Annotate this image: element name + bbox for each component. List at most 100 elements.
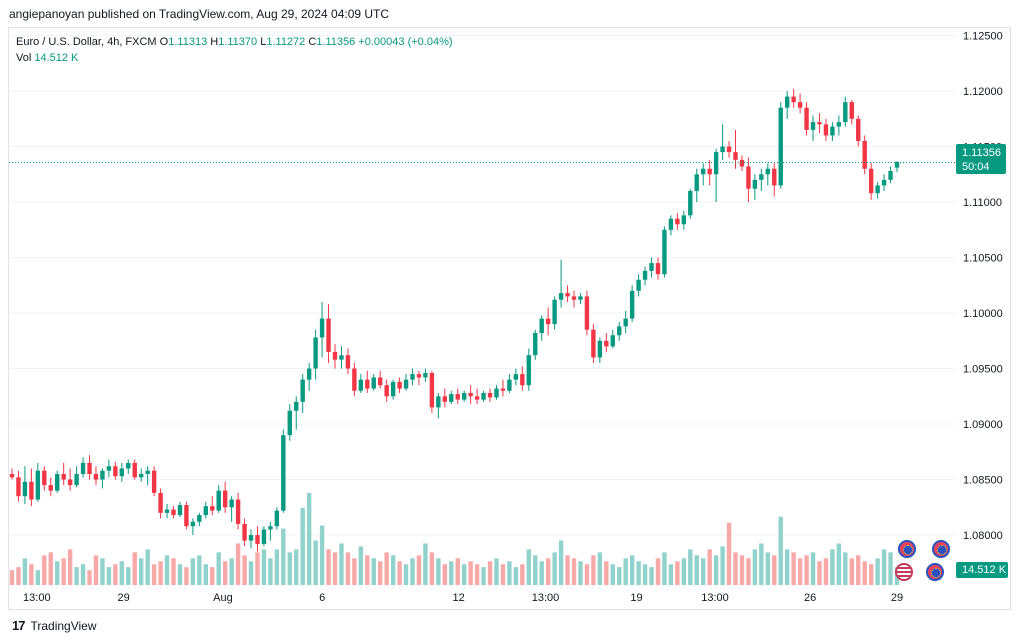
- eu-flag-icon[interactable]: [926, 563, 944, 581]
- candle-body[interactable]: [513, 374, 519, 380]
- candle-body[interactable]: [332, 351, 338, 360]
- eu-flag-icon[interactable]: [898, 540, 916, 558]
- candle-body[interactable]: [584, 296, 590, 330]
- candle-body[interactable]: [145, 470, 150, 474]
- candle-body[interactable]: [681, 215, 687, 225]
- candle-body[interactable]: [126, 462, 131, 469]
- candle-body[interactable]: [100, 470, 105, 480]
- candle-body[interactable]: [507, 379, 512, 391]
- candle-body[interactable]: [184, 505, 189, 527]
- candle-body[interactable]: [281, 435, 286, 511]
- candle-body[interactable]: [552, 299, 557, 325]
- candle-body[interactable]: [449, 394, 454, 402]
- candle-body[interactable]: [87, 462, 92, 474]
- candle-body[interactable]: [222, 490, 228, 508]
- candle-body[interactable]: [29, 481, 34, 500]
- candle-body[interactable]: [823, 124, 829, 136]
- candle-body[interactable]: [203, 506, 208, 516]
- candle-body[interactable]: [610, 335, 615, 347]
- candle-body[interactable]: [9, 474, 15, 478]
- tv-logo-icon[interactable]: 17: [12, 618, 26, 633]
- candle-body[interactable]: [642, 270, 648, 280]
- candle-body[interactable]: [61, 474, 66, 480]
- candle-body[interactable]: [390, 381, 396, 397]
- candle-body[interactable]: [765, 168, 771, 175]
- candle-body[interactable]: [55, 474, 60, 491]
- candle-body[interactable]: [261, 529, 267, 544]
- candle-body[interactable]: [339, 355, 344, 360]
- candle-body[interactable]: [268, 526, 273, 530]
- candle-body[interactable]: [759, 174, 764, 180]
- candle-body[interactable]: [623, 318, 628, 327]
- candle-body[interactable]: [662, 229, 667, 275]
- candle-body[interactable]: [494, 388, 499, 398]
- brand-name[interactable]: TradingView: [30, 618, 97, 633]
- candle-body[interactable]: [164, 509, 170, 513]
- candle-body[interactable]: [416, 374, 422, 378]
- candle-body[interactable]: [197, 515, 202, 522]
- candle-body[interactable]: [733, 152, 738, 160]
- candle-body[interactable]: [655, 263, 661, 275]
- candle-body[interactable]: [894, 162, 900, 168]
- candle-body[interactable]: [371, 377, 376, 389]
- candle-body[interactable]: [739, 159, 745, 167]
- candle-body[interactable]: [319, 318, 325, 338]
- candle-body[interactable]: [113, 466, 118, 477]
- candle-body[interactable]: [410, 374, 415, 380]
- candle-body[interactable]: [481, 392, 486, 400]
- candle-body[interactable]: [16, 477, 21, 497]
- candle-body[interactable]: [300, 379, 305, 402]
- candle-body[interactable]: [810, 122, 816, 130]
- candle-body[interactable]: [533, 333, 538, 356]
- candle-body[interactable]: [830, 126, 835, 136]
- candle-body[interactable]: [248, 535, 254, 541]
- candle-body[interactable]: [403, 379, 409, 389]
- candle-body[interactable]: [177, 505, 183, 516]
- candle-body[interactable]: [849, 102, 854, 119]
- candle-body[interactable]: [720, 146, 725, 153]
- candle-body[interactable]: [171, 509, 176, 516]
- candle-body[interactable]: [384, 385, 389, 397]
- candle-body[interactable]: [875, 185, 880, 194]
- candle-body[interactable]: [888, 170, 893, 180]
- candle-body[interactable]: [856, 118, 861, 141]
- candle-body[interactable]: [726, 146, 732, 153]
- candle-body[interactable]: [629, 290, 635, 319]
- candle-body[interactable]: [306, 368, 312, 380]
- candle-body[interactable]: [326, 318, 331, 352]
- candle-body[interactable]: [274, 510, 280, 527]
- candle-body[interactable]: [474, 396, 480, 400]
- candle-body[interactable]: [784, 96, 790, 108]
- candle-body[interactable]: [67, 479, 73, 486]
- candle-body[interactable]: [591, 329, 596, 358]
- candle-body[interactable]: [688, 190, 693, 216]
- candle-body[interactable]: [455, 394, 460, 400]
- candle-body[interactable]: [365, 379, 370, 389]
- candle-body[interactable]: [636, 279, 641, 291]
- candle-body[interactable]: [526, 355, 531, 386]
- candle-body[interactable]: [868, 168, 874, 194]
- candle-body[interactable]: [106, 466, 112, 471]
- candle-body[interactable]: [597, 340, 603, 358]
- candle-body[interactable]: [229, 499, 234, 508]
- candle-body[interactable]: [80, 462, 86, 474]
- candle-body[interactable]: [397, 381, 402, 389]
- candle-body[interactable]: [571, 296, 577, 300]
- candle-body[interactable]: [881, 179, 887, 186]
- candle-body[interactable]: [429, 372, 435, 408]
- candle-body[interactable]: [843, 102, 848, 123]
- eu-flag-icon[interactable]: [932, 540, 950, 558]
- candle-body[interactable]: [713, 152, 719, 175]
- us-flag-icon[interactable]: [895, 563, 913, 581]
- candle-body[interactable]: [668, 218, 674, 230]
- candle-body[interactable]: [797, 102, 803, 108]
- candle-body[interactable]: [151, 470, 157, 493]
- candle-body[interactable]: [190, 521, 196, 527]
- candle-body[interactable]: [48, 485, 53, 491]
- candle-body[interactable]: [565, 293, 570, 297]
- candle-body[interactable]: [235, 499, 241, 524]
- candle-body[interactable]: [817, 122, 822, 125]
- candle-body[interactable]: [862, 141, 867, 169]
- candle-body[interactable]: [461, 392, 467, 400]
